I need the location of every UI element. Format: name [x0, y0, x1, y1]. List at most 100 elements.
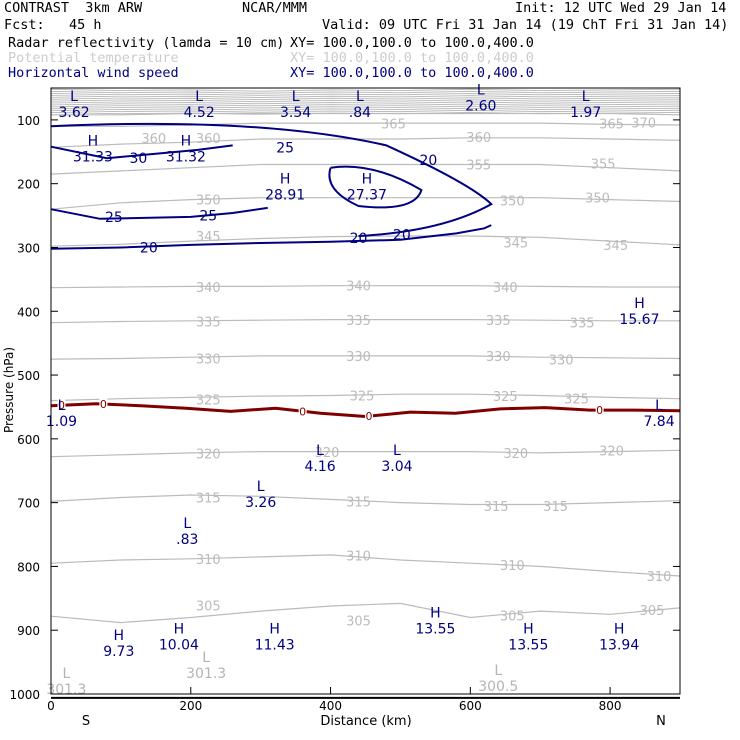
field-reflectivity-label: Radar reflectivity (lamda = 10 cm): [8, 35, 285, 51]
theta-label: 330: [549, 354, 574, 369]
theta-contour-320: [50, 449, 681, 458]
extremum-value: 13.94: [599, 637, 639, 653]
theta-label: 335: [486, 314, 511, 329]
x-tick-label: 800: [599, 699, 622, 713]
y-tick-label: 100: [17, 114, 40, 128]
extremum-marker: L: [292, 89, 300, 105]
wind-label: 20: [393, 228, 411, 244]
extremum-value: 13.55: [415, 621, 455, 637]
theta-label: 350: [196, 194, 221, 209]
extremum-value: 4.16: [304, 459, 335, 475]
extremum-marker: H: [614, 621, 625, 637]
y-tick-label: 900: [17, 624, 40, 638]
extremum-value: 3.54: [280, 105, 311, 121]
extremum-marker: L: [356, 89, 364, 105]
extremum-value: 10.04: [159, 637, 199, 653]
theta-contour-dense: [50, 99, 681, 103]
extremum-value: 27.37: [347, 188, 387, 204]
extremum-marker: H: [174, 621, 185, 637]
y-tick-label: 700: [17, 497, 40, 511]
theta-contour-340: [50, 285, 680, 289]
extremum-value: 9.73: [103, 644, 134, 660]
theta-label: 360: [466, 131, 491, 146]
wind-label: 25: [105, 210, 123, 226]
wind-contour-30: [50, 144, 233, 160]
theta-label: 330: [486, 350, 511, 365]
extremum-marker: L: [655, 398, 663, 414]
extremum-marker: L: [316, 443, 324, 459]
theta-label: 365: [599, 118, 624, 133]
y-tick-label: 1000: [9, 688, 40, 702]
zero-label: 0: [299, 405, 306, 418]
theta-label: 330: [346, 350, 371, 365]
extremum-value: 1.97: [570, 105, 601, 121]
zero-label: 0: [58, 399, 65, 412]
theta-label: 345: [503, 236, 528, 251]
extremum-value: 3.62: [58, 105, 89, 121]
theta-label: 370: [631, 116, 656, 131]
extremum-value: 3.04: [381, 459, 412, 475]
extremum-marker: L: [195, 89, 203, 105]
zero-contour: 0 0 0 0 0: [50, 398, 681, 423]
theta-label: 350: [585, 192, 610, 207]
theta-contour-325: [50, 393, 681, 402]
wind-label: 20: [419, 153, 437, 169]
zero-label: 0: [100, 398, 107, 411]
theta-contour-dense: [50, 109, 681, 113]
extremum-value: 13.55: [508, 637, 548, 653]
x-axis-title: Distance (km): [320, 714, 411, 729]
theta-label: 360: [141, 132, 166, 147]
theta-contour-dense: [50, 111, 681, 115]
extremum-value: 2.60: [465, 98, 496, 114]
x-tick-label: 400: [319, 699, 342, 713]
x-tick-label: 0: [47, 699, 55, 713]
extremum-marker: L: [70, 89, 78, 105]
theta-label: 325: [564, 393, 589, 408]
extremum-marker: L: [257, 479, 265, 495]
theta-label: 315: [196, 492, 221, 507]
extremum-marker: H: [88, 133, 99, 149]
extremum-value: .84: [349, 105, 371, 121]
wind-contours: 20 20 20 20 25 25 25 30: [50, 122, 493, 256]
theta-label: 335: [196, 315, 221, 330]
extremum-value: 28.91: [265, 188, 305, 204]
theta-contours: 360 360 360 365 365 370 355 355 350 350 350 345 345 3…: [50, 88, 681, 630]
extremum-marker: H: [280, 172, 291, 188]
theta-label: 305: [640, 604, 665, 619]
theta-contour-dense: [50, 105, 681, 109]
extremum-marker: L: [393, 443, 401, 459]
theta-contour-315: [50, 494, 681, 506]
theta-label: 355: [591, 157, 616, 172]
theta-label: 305: [500, 610, 525, 625]
zero-label-bg: [364, 410, 373, 422]
theta-label: 310: [196, 553, 221, 568]
theta-label: 315: [346, 495, 371, 510]
extremum-value: 4.52: [184, 105, 215, 121]
extremum-marker: H: [523, 621, 534, 637]
theta-label: 310: [500, 559, 525, 574]
extremum-value: 31.32: [166, 149, 206, 165]
extremum-value: 7.84: [643, 414, 674, 430]
init-time: Init: 12 UTC Wed 29 Jan 14: [515, 0, 727, 16]
extremum-value: 1.09: [46, 414, 77, 430]
theta-label: 320: [503, 447, 528, 462]
wind-contour-20: [50, 224, 492, 250]
theta-label: 335: [570, 317, 595, 332]
extremum-marker: H: [114, 628, 125, 644]
wind-label: 20: [350, 231, 368, 247]
extremum-marker: L: [62, 666, 70, 682]
extremum-value: 301.3: [186, 666, 226, 682]
zero-label-bg: [57, 399, 66, 411]
zero-label-bg: [298, 405, 307, 417]
theta-contour-365: [51, 122, 681, 127]
extremum-value: 15.67: [619, 312, 659, 328]
plot-frame: [50, 87, 681, 695]
theta-contour-dense: [50, 90, 681, 94]
extremum-value: 11.43: [255, 637, 295, 653]
theta-label: 320: [315, 446, 340, 461]
y-axis-title: Pressure (hPa): [2, 347, 16, 433]
y-tick-label: 400: [17, 305, 40, 319]
theta-label: 340: [346, 280, 371, 295]
wind-label: 20: [140, 240, 158, 256]
